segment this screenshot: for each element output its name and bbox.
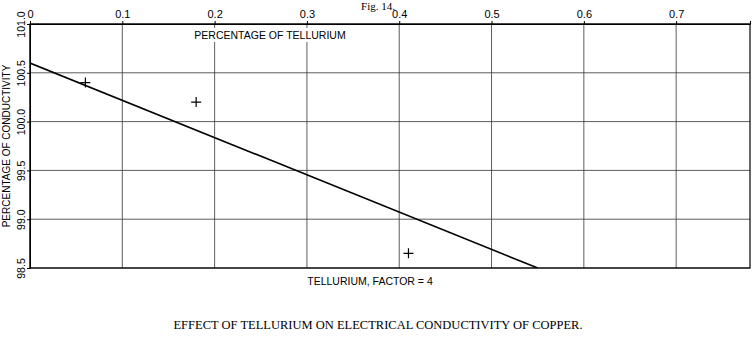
y-tick-mark [27, 219, 30, 220]
x-tick-mark [676, 21, 677, 24]
y-tick-label: 99.5 [15, 161, 27, 182]
y-axis-title: PERCENTAGE OF CONDUCTIVITY [1, 64, 12, 227]
y-tick: 99.0 [15, 209, 30, 230]
y-tick-mark [27, 170, 30, 171]
grid-line [30, 219, 750, 220]
annotation: TELLURIUM, FACTOR = 4 [307, 275, 433, 287]
x-tick-label: 0.3 [300, 8, 315, 20]
plot-frame [30, 24, 750, 268]
y-axis: 98.5 99.0 99.5 100.0 100.5 101.0 [15, 11, 31, 279]
grid-line [30, 170, 750, 171]
x-tick-mark [492, 21, 493, 24]
x-tick: 0 [27, 8, 33, 24]
y-tick: 101.0 [15, 11, 30, 37]
x-axis-title-bg [191, 28, 348, 42]
x-tick-mark [122, 21, 123, 24]
x-tick-mark [399, 21, 400, 24]
x-tick-label: 0.5 [484, 8, 499, 20]
y-tick-mark [27, 24, 30, 25]
grid [30, 24, 750, 268]
y-tick: 100.0 [15, 109, 30, 135]
x-tick: 0.5 [484, 8, 499, 24]
y-tick-label: 99.0 [15, 209, 27, 230]
x-tick-mark [307, 21, 308, 24]
x-tick-mark [30, 21, 31, 24]
trend-line [30, 63, 538, 268]
x-tick: 0.7 [669, 8, 684, 24]
x-tick-mark [215, 21, 216, 24]
x-axis-title: PERCENTAGE OF TELLURIUM [194, 29, 345, 41]
grid-line [30, 121, 750, 122]
x-tick-label: 0 [27, 8, 33, 20]
x-axis-line [31, 21, 751, 25]
plot: 00.10.20.30.40.50.60.798.599.099.5100.01… [15, 8, 751, 279]
grid-line [583, 24, 584, 268]
x-tick-label: 0.7 [669, 8, 684, 20]
y-axis-line [27, 25, 31, 269]
y-tick-mark [27, 122, 30, 123]
x-tick: 0.3 [300, 8, 315, 24]
y-tick-mark [27, 268, 30, 269]
x-tick: 0.1 [115, 8, 130, 24]
y-tick-label: 98.5 [15, 258, 27, 279]
data [30, 63, 538, 268]
y-tick-label: 100.0 [15, 109, 27, 135]
y-tick: 100.5 [15, 60, 30, 86]
x-tick-label: 0.1 [115, 8, 130, 20]
y-tick-label: 100.5 [15, 60, 27, 86]
y-tick-mark [27, 73, 30, 74]
x-tick-label: 0.2 [207, 8, 222, 20]
grid-line [491, 24, 492, 268]
grid-line [676, 24, 677, 268]
data-point [80, 78, 90, 88]
x-tick-label: 0.6 [577, 8, 592, 20]
grid-line [214, 24, 215, 268]
caption: EFFECT OF TELLURIUM ON ELECTRICAL CONDUC… [173, 318, 582, 332]
grid-line [122, 24, 123, 268]
grid-line [306, 24, 307, 268]
y-tick-label: 101.0 [15, 11, 27, 37]
x-tick: 0.6 [577, 8, 592, 24]
y-tick: 99.5 [15, 161, 30, 182]
data-point [403, 248, 413, 258]
y-tick: 98.5 [15, 258, 30, 279]
grid-line [399, 24, 400, 268]
title: Fig. 14. [361, 0, 395, 12]
chart: 00.10.20.30.40.50.60.798.599.099.5100.01… [0, 0, 756, 341]
data-point [191, 97, 201, 107]
grid-line [30, 72, 750, 73]
x-tick: 0.2 [207, 8, 222, 24]
x-tick-mark [584, 21, 585, 24]
